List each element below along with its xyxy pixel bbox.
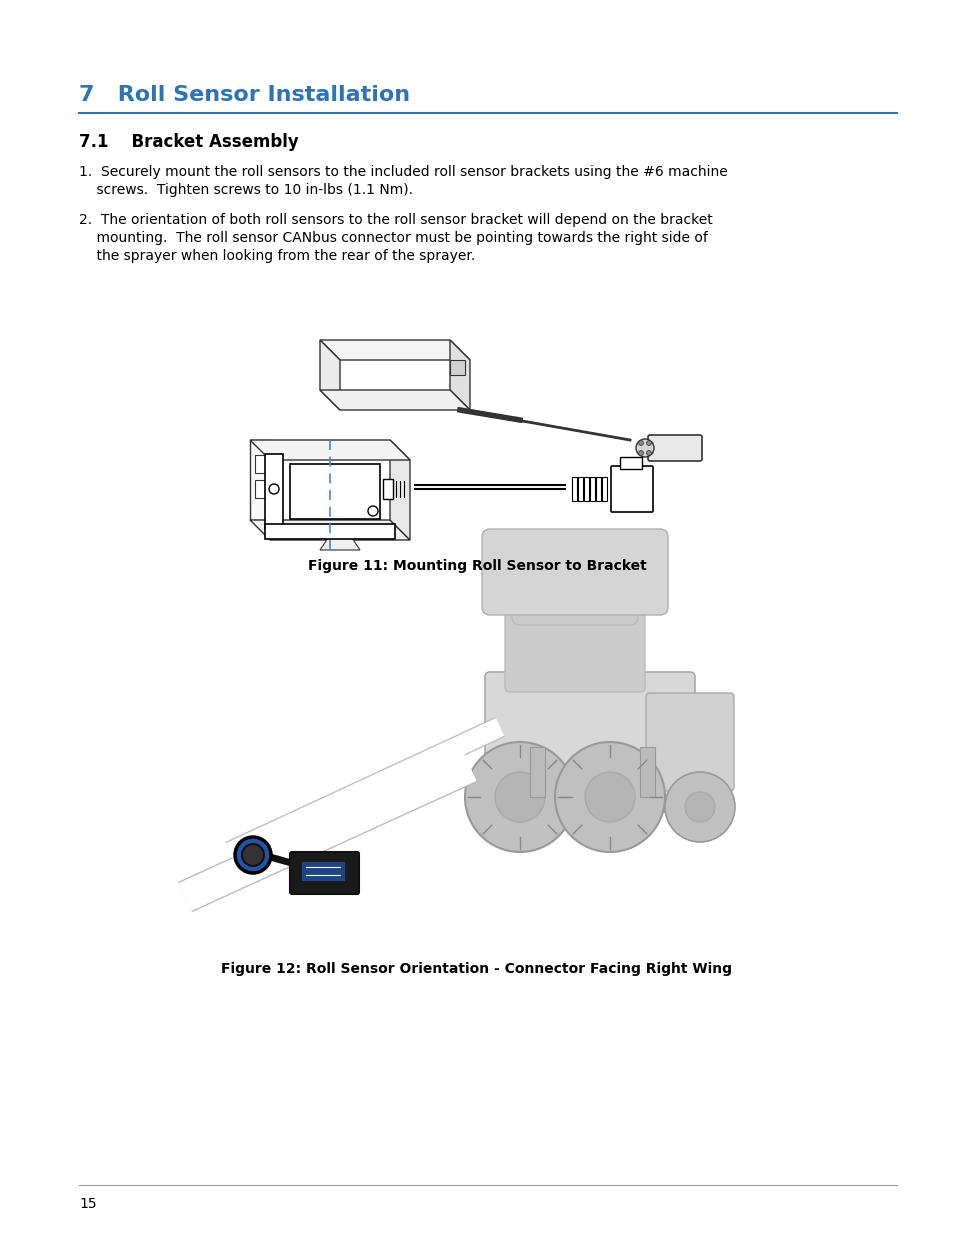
FancyBboxPatch shape — [504, 601, 644, 692]
Circle shape — [325, 525, 335, 535]
Bar — [254, 480, 267, 498]
Text: Figure 11: Mounting Roll Sensor to Bracket: Figure 11: Mounting Roll Sensor to Brack… — [307, 559, 646, 573]
Polygon shape — [390, 440, 410, 540]
Bar — [639, 747, 655, 797]
Polygon shape — [319, 535, 359, 550]
Polygon shape — [319, 390, 470, 410]
FancyBboxPatch shape — [290, 852, 358, 894]
Circle shape — [646, 441, 651, 446]
FancyBboxPatch shape — [647, 435, 701, 461]
Circle shape — [646, 451, 651, 456]
Polygon shape — [250, 440, 410, 459]
Text: 1.  Securely mount the roll sensors to the included roll sensor brackets using t: 1. Securely mount the roll sensors to th… — [79, 165, 727, 179]
Circle shape — [638, 441, 643, 446]
Text: 7.1    Bracket Assembly: 7.1 Bracket Assembly — [79, 133, 298, 151]
Circle shape — [495, 772, 544, 823]
Bar — [578, 477, 582, 501]
Text: Figure 12: Roll Sensor Orientation - Connector Facing Right Wing: Figure 12: Roll Sensor Orientation - Con… — [221, 962, 732, 976]
Polygon shape — [450, 340, 470, 410]
FancyBboxPatch shape — [481, 529, 667, 615]
Bar — [254, 454, 267, 473]
Bar — [619, 457, 641, 469]
Circle shape — [664, 772, 734, 842]
Text: screws.  Tighten screws to 10 in-lbs (1.1 Nm).: screws. Tighten screws to 10 in-lbs (1.1… — [79, 183, 413, 198]
Text: 7   Roll Sensor Installation: 7 Roll Sensor Installation — [79, 85, 410, 105]
Bar — [530, 747, 544, 797]
Bar — [265, 454, 283, 529]
Circle shape — [464, 742, 575, 852]
Text: 2.  The orientation of both roll sensors to the roll sensor bracket will depend : 2. The orientation of both roll sensors … — [79, 212, 712, 227]
Bar — [302, 862, 344, 881]
Polygon shape — [250, 520, 410, 540]
Circle shape — [555, 742, 664, 852]
Circle shape — [234, 837, 271, 873]
Text: mounting.  The roll sensor CANbus connector must be pointing towards the right s: mounting. The roll sensor CANbus connect… — [79, 231, 707, 245]
Circle shape — [368, 506, 377, 516]
Bar — [265, 524, 395, 538]
FancyBboxPatch shape — [610, 466, 652, 513]
FancyBboxPatch shape — [290, 464, 379, 519]
Polygon shape — [450, 359, 464, 375]
FancyBboxPatch shape — [645, 693, 733, 790]
Text: the sprayer when looking from the rear of the sprayer.: the sprayer when looking from the rear o… — [79, 249, 475, 263]
Bar — [601, 477, 606, 501]
Bar — [589, 477, 595, 501]
Bar — [382, 479, 393, 499]
Circle shape — [584, 772, 635, 823]
FancyBboxPatch shape — [484, 672, 695, 811]
Polygon shape — [319, 340, 470, 359]
Polygon shape — [319, 340, 339, 410]
Circle shape — [684, 792, 714, 823]
FancyBboxPatch shape — [512, 559, 638, 625]
Circle shape — [269, 484, 278, 494]
Circle shape — [636, 438, 654, 457]
Circle shape — [638, 451, 643, 456]
Text: 15: 15 — [79, 1197, 96, 1212]
Polygon shape — [250, 440, 270, 520]
Bar — [583, 477, 588, 501]
Bar — [596, 477, 600, 501]
Circle shape — [242, 844, 264, 866]
Bar — [572, 477, 577, 501]
